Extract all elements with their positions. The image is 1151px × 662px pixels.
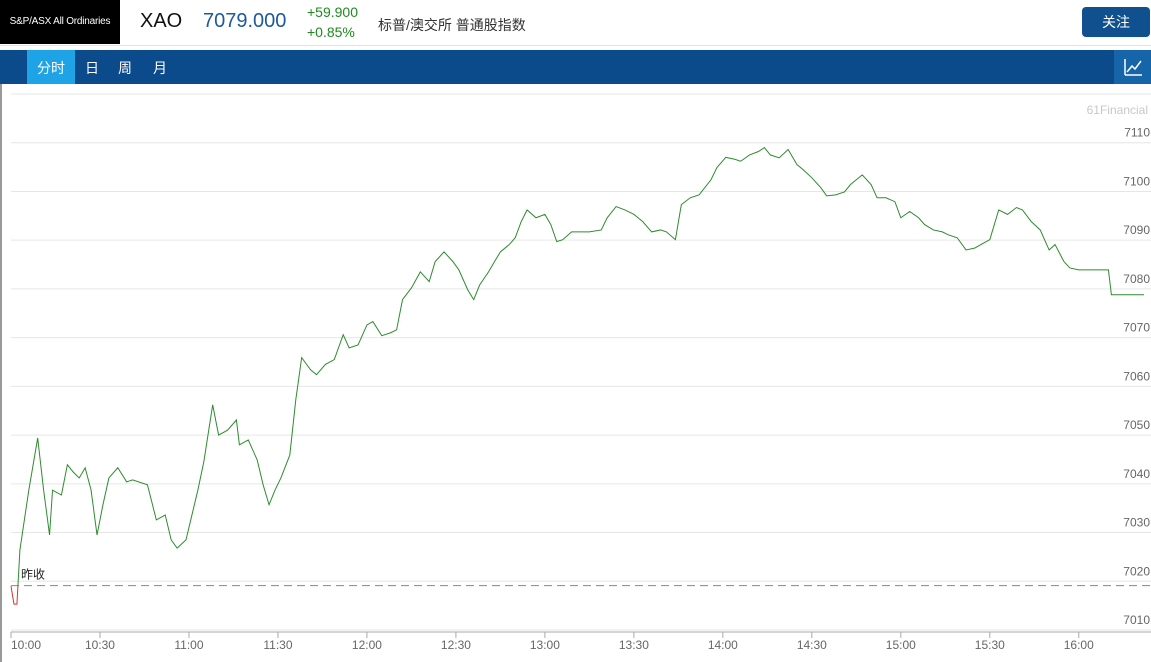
x-tick-label: 14:30	[797, 638, 827, 652]
price-line	[17, 146, 1145, 586]
chart: 61Financial 7010 7020 7030 7040 7050 7060 7070 7…	[0, 84, 1151, 662]
x-tick-label: 14:00	[708, 638, 738, 652]
watermark: 61Financial	[1087, 103, 1148, 117]
price-line	[10, 585, 19, 605]
x-tick-label: 10:00	[11, 638, 41, 652]
y-tick-label: 7090	[1123, 223, 1150, 237]
x-tick-label: 12:00	[352, 638, 382, 652]
y-tick-label: 7060	[1123, 369, 1150, 383]
x-tick-label: 15:00	[886, 638, 916, 652]
x-tick-label: 16:00	[1064, 638, 1094, 652]
change-percent: +0.85%	[307, 24, 355, 40]
y-tick-label: 7020	[1123, 564, 1150, 578]
x-tick-label: 15:30	[975, 638, 1005, 652]
x-tick-label: 11:00	[174, 638, 203, 652]
reference-label: 昨收	[21, 568, 45, 582]
y-tick-label: 7070	[1123, 321, 1150, 335]
tab[interactable]: 日	[85, 60, 99, 76]
x-tick-label: 11:30	[263, 638, 292, 652]
change: +59.900	[307, 4, 358, 20]
chart-type-icon[interactable]	[1114, 50, 1151, 84]
y-tick-label: 7040	[1123, 467, 1150, 481]
y-tick-label: 7100	[1123, 174, 1150, 188]
symbol: XAO	[140, 10, 183, 32]
x-tick-label: 10:30	[85, 638, 115, 652]
y-tick-label: 7050	[1123, 418, 1150, 432]
index-name: 标普/澳交所 普通股指数	[378, 17, 526, 33]
tab[interactable]: 周	[118, 60, 132, 76]
follow-button[interactable]: 关注	[1082, 7, 1150, 37]
x-tick-label: 12:30	[441, 638, 471, 652]
tab[interactable]: 月	[153, 60, 167, 76]
tab-bar: 分时 日 周 月	[0, 50, 1151, 84]
y-tick-label: 7080	[1123, 272, 1150, 286]
header: S&P/ASX All Ordinaries XAO 7079.000 +59.…	[0, 0, 1151, 46]
x-tick-label: 13:00	[530, 638, 560, 652]
logo: S&P/ASX All Ordinaries	[0, 0, 120, 44]
price: 7079.000	[203, 10, 287, 32]
y-tick-label: 7010	[1123, 613, 1150, 627]
icon	[1124, 59, 1142, 76]
x-tick-label: 13:30	[619, 638, 649, 652]
tab[interactable]: 分时	[27, 50, 75, 84]
y-tick-label: 7110	[1124, 126, 1150, 140]
y-tick-label: 7030	[1123, 516, 1150, 530]
